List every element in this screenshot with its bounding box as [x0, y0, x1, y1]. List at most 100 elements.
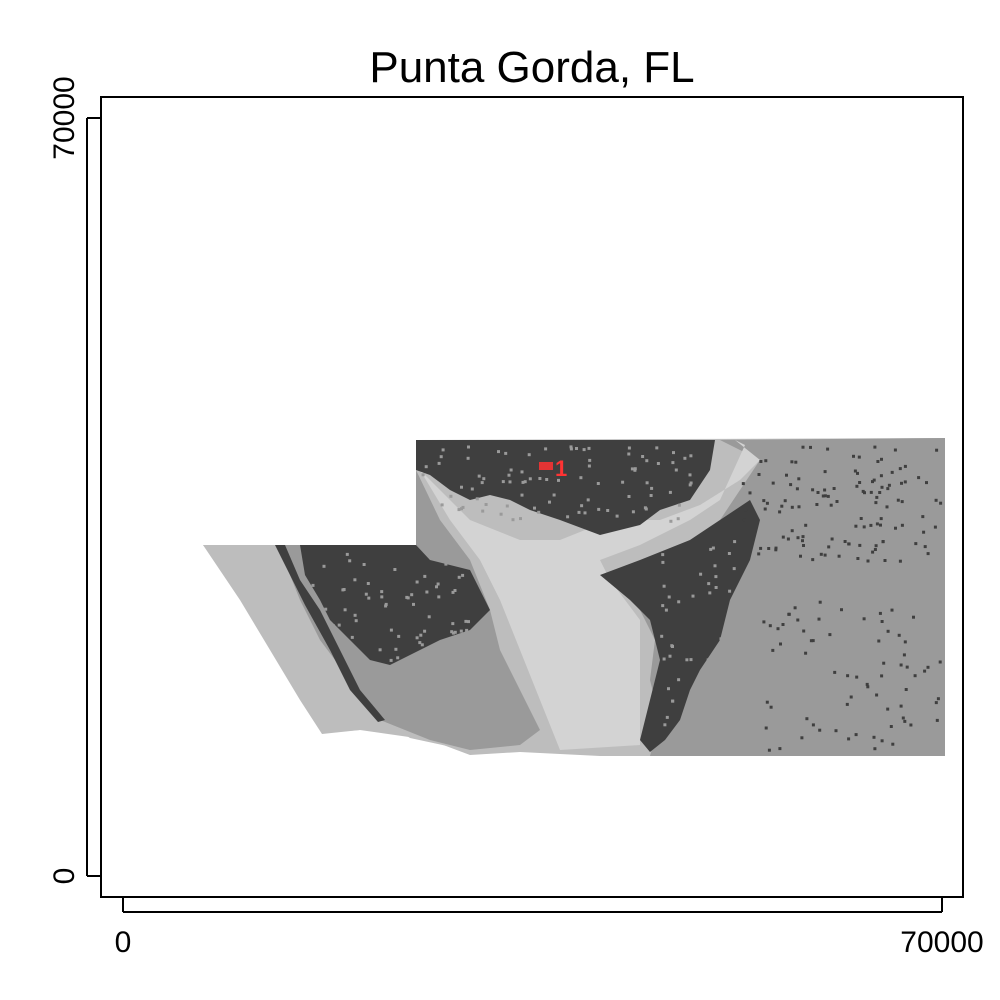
speckle [874, 501, 878, 505]
speckle [461, 505, 465, 509]
speckle [322, 564, 326, 568]
speckle [663, 723, 667, 727]
speckle [423, 574, 427, 578]
speckle [804, 523, 808, 527]
speckle [817, 617, 821, 621]
speckle [711, 546, 715, 550]
speckle [575, 447, 578, 450]
speckle [891, 742, 895, 746]
speckle [879, 523, 882, 527]
speckle [552, 493, 556, 497]
speckle [504, 451, 508, 455]
speckle [745, 520, 748, 524]
speckle [789, 483, 793, 487]
speckle [797, 477, 801, 481]
speckle [661, 553, 665, 557]
speckle [439, 455, 443, 459]
speckle [875, 522, 879, 526]
speckle [811, 558, 815, 562]
speckle [890, 608, 894, 612]
speckle [412, 602, 415, 606]
x-tick-label-min: 0 [115, 926, 132, 959]
speckle [424, 465, 428, 469]
speckle [938, 660, 942, 664]
speckle [716, 684, 720, 688]
speckle [882, 661, 886, 665]
speckle [763, 507, 767, 511]
speckle [537, 510, 541, 514]
speckle [671, 699, 675, 703]
speckle [869, 523, 873, 527]
speckle [809, 445, 812, 449]
speckle [767, 547, 771, 550]
speckle [745, 639, 749, 643]
speckle [505, 504, 509, 508]
speckle [866, 685, 870, 689]
speckle [923, 545, 927, 549]
speckle [800, 736, 804, 740]
speckle [873, 445, 877, 449]
speckle [873, 747, 877, 751]
speckle [566, 515, 570, 519]
speckle [393, 568, 397, 571]
speckle [878, 491, 882, 494]
speckle [785, 473, 788, 477]
speckle [830, 537, 834, 541]
speckle [710, 708, 714, 712]
speckle [741, 482, 745, 486]
speckle [896, 498, 900, 502]
speckle [783, 499, 787, 503]
speckle [898, 467, 902, 471]
speckle [423, 629, 427, 633]
speckle [464, 619, 468, 623]
speckle [421, 473, 425, 477]
speckle [872, 735, 876, 739]
speckle [749, 562, 753, 566]
speckle [858, 481, 862, 484]
speckle [718, 695, 722, 699]
speckle [914, 542, 918, 546]
speckle [324, 607, 328, 611]
speckle [661, 560, 665, 564]
speckle [829, 503, 833, 507]
speckle [933, 525, 937, 529]
speckle [427, 615, 431, 619]
speckle [596, 482, 600, 485]
speckle [762, 620, 766, 624]
speckle [467, 445, 470, 449]
speckle [853, 469, 857, 473]
speckle [903, 464, 907, 468]
speckle [854, 524, 858, 528]
speckle [764, 459, 768, 463]
speckle [703, 687, 707, 691]
speckle [597, 507, 601, 511]
speckle [389, 658, 393, 662]
speckle [579, 476, 583, 480]
speckle [802, 629, 806, 633]
speckle [615, 514, 619, 518]
speckle [631, 510, 635, 514]
speckle [656, 462, 660, 465]
speckle [418, 641, 422, 645]
speckle [778, 510, 782, 514]
speckle [823, 494, 827, 498]
speckle [380, 595, 384, 599]
speckle [797, 505, 801, 509]
speckle [728, 589, 732, 593]
speckle [757, 552, 761, 556]
speckle [422, 655, 425, 659]
speckle [878, 611, 882, 615]
speckle [467, 620, 470, 624]
speckle [714, 575, 718, 579]
speckle [710, 676, 713, 680]
speckle [713, 653, 717, 656]
speckle [774, 546, 778, 550]
speckle [415, 580, 419, 584]
speckle [762, 499, 766, 503]
speckle [934, 498, 938, 502]
speckle [811, 723, 815, 727]
speckle [862, 617, 866, 621]
speckle [893, 448, 897, 452]
speckle [311, 583, 315, 587]
speckle [885, 505, 889, 509]
